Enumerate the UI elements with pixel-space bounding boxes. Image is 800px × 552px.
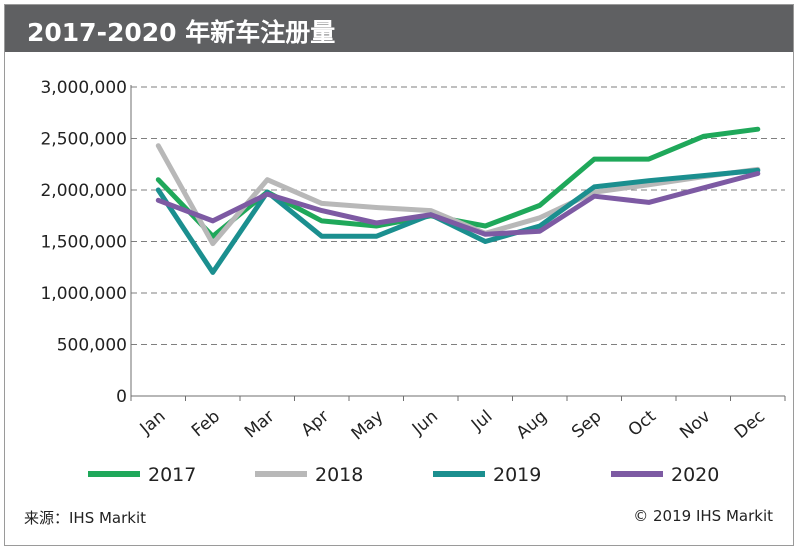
series-lines — [155, 126, 761, 275]
x-tick-label: Feb — [188, 407, 224, 442]
x-tick-label: Nov — [676, 407, 714, 444]
y-tick-label: 1,000,000 — [40, 284, 127, 304]
x-tick-label: Jul — [467, 407, 496, 436]
legend-label-2019: 2019 — [493, 464, 541, 486]
y-tick-label: 3,000,000 — [40, 78, 127, 98]
legend-label-2017: 2017 — [148, 464, 196, 486]
y-tick-label: 2,500,000 — [40, 130, 127, 150]
chart-title: 2017-2020 年新车注册量 — [27, 18, 336, 47]
chart-frame — [4, 4, 794, 546]
series-line-2020 — [155, 171, 761, 237]
legend-label-2018: 2018 — [315, 464, 363, 486]
series-line-2019 — [155, 167, 761, 275]
x-tick-label: Jan — [136, 407, 170, 440]
title-bar: 2017-2020 年新车注册量 — [5, 5, 793, 52]
y-tick-label: 0 — [116, 387, 127, 407]
legend-label-2020: 2020 — [671, 464, 719, 486]
x-tick-label: Mar — [241, 407, 278, 443]
x-tick-label: Aug — [513, 407, 551, 444]
y-tick-label: 500,000 — [57, 336, 127, 356]
x-tick-label: Sep — [568, 407, 605, 443]
y-tick-label: 2,000,000 — [40, 181, 127, 201]
axes: 0 500,000 1,000,000 1,500,000 2,000,000 2,500… — [40, 78, 786, 445]
legend: 2017 2018 2019 2020 — [88, 464, 719, 486]
gridlines — [131, 86, 785, 345]
source-note: 来源：IHS Markit — [24, 509, 147, 527]
y-tick-label: 1,500,000 — [40, 233, 127, 253]
copyright-note: © 2019 IHS Markit — [633, 507, 773, 525]
x-tick-label: Jun — [408, 407, 442, 440]
x-tick-label: Apr — [298, 407, 333, 441]
x-tick-label: Dec — [731, 407, 769, 443]
x-tick-label: Oct — [625, 406, 661, 440]
x-tick-label: May — [348, 407, 388, 445]
